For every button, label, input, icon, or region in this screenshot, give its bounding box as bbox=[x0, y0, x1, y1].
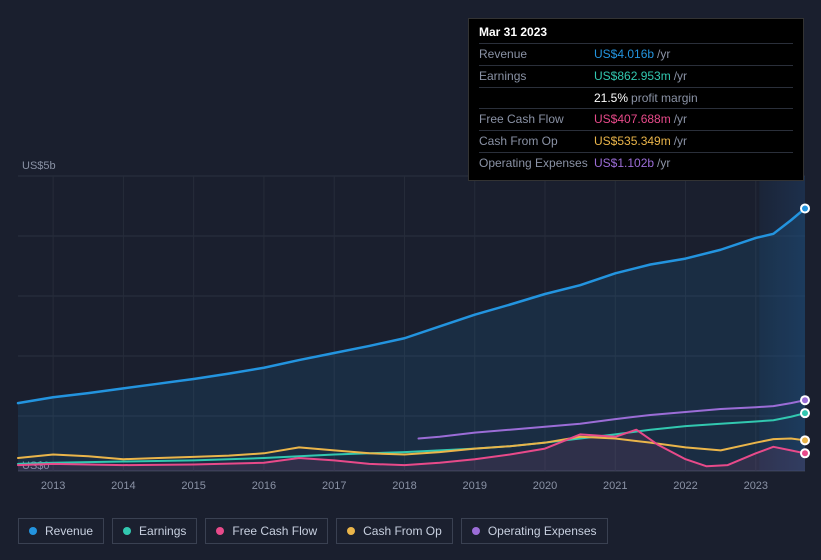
x-axis-tick: 2022 bbox=[673, 480, 697, 492]
x-axis-tick: 2020 bbox=[533, 480, 557, 492]
legend-swatch bbox=[472, 527, 480, 535]
tooltip-metric-suffix: profit margin bbox=[631, 91, 698, 105]
legend-label: Revenue bbox=[45, 524, 93, 538]
legend-item-operating-expenses[interactable]: Operating Expenses bbox=[461, 518, 608, 544]
legend-label: Cash From Op bbox=[363, 524, 442, 538]
x-axis: 2013 2014 2015 2016 2017 2018 2019 2020 2021 2022… bbox=[18, 480, 805, 500]
legend-swatch bbox=[29, 527, 37, 535]
legend-label: Operating Expenses bbox=[488, 524, 597, 538]
x-axis-tick: 2021 bbox=[603, 480, 627, 492]
tooltip-metric-suffix: /yr bbox=[657, 47, 670, 61]
tooltip-metric-label: Cash From Op bbox=[479, 133, 594, 150]
legend-swatch bbox=[123, 527, 131, 535]
tooltip-row: Cash From OpUS$535.349m/yr bbox=[479, 130, 793, 152]
tooltip-metric-value: US$407.688m bbox=[594, 112, 671, 126]
legend-item-cash-from-op[interactable]: Cash From Op bbox=[336, 518, 453, 544]
chart-legend: Revenue Earnings Free Cash Flow Cash From O… bbox=[18, 518, 608, 544]
tooltip-row: Free Cash FlowUS$407.688m/yr bbox=[479, 108, 793, 130]
x-axis-tick: 2016 bbox=[252, 480, 276, 492]
legend-item-earnings[interactable]: Earnings bbox=[112, 518, 197, 544]
tooltip-metric-suffix: /yr bbox=[674, 112, 687, 126]
tooltip-metric-value: US$4.016b bbox=[594, 47, 654, 61]
tooltip-row: EarningsUS$862.953m/yr bbox=[479, 65, 793, 87]
tooltip-metric-suffix: /yr bbox=[674, 69, 687, 83]
x-axis-tick: 2013 bbox=[41, 480, 65, 492]
legend-swatch bbox=[347, 527, 355, 535]
tooltip-metric-label: Free Cash Flow bbox=[479, 111, 594, 128]
tooltip-row: 21.5%profit margin bbox=[479, 87, 793, 109]
tooltip-row: Operating ExpensesUS$1.102b/yr bbox=[479, 152, 793, 174]
legend-item-revenue[interactable]: Revenue bbox=[18, 518, 104, 544]
x-axis-tick: 2023 bbox=[744, 480, 768, 492]
tooltip-metric-label: Revenue bbox=[479, 46, 594, 63]
tooltip-metric-label: Operating Expenses bbox=[479, 155, 594, 172]
tooltip-metric-label: Earnings bbox=[479, 68, 594, 85]
x-axis-tick: 2019 bbox=[462, 480, 486, 492]
tooltip-metric-value: US$862.953m bbox=[594, 69, 671, 83]
tooltip-metric-value: 21.5% bbox=[594, 91, 628, 105]
y-axis-label: US$5b bbox=[22, 160, 56, 172]
legend-swatch bbox=[216, 527, 224, 535]
tooltip-metric-label bbox=[479, 90, 594, 107]
x-axis-tick: 2018 bbox=[392, 480, 416, 492]
chart-tooltip: Mar 31 2023 RevenueUS$4.016b/yrEarningsU… bbox=[468, 18, 804, 181]
x-axis-tick: 2015 bbox=[181, 480, 205, 492]
tooltip-metric-suffix: /yr bbox=[657, 156, 670, 170]
chart-plot-area bbox=[18, 176, 805, 471]
legend-label: Earnings bbox=[139, 524, 186, 538]
legend-item-free-cash-flow[interactable]: Free Cash Flow bbox=[205, 518, 328, 544]
x-axis-tick: 2014 bbox=[111, 480, 135, 492]
tooltip-date: Mar 31 2023 bbox=[479, 25, 793, 43]
legend-label: Free Cash Flow bbox=[232, 524, 317, 538]
tooltip-row: RevenueUS$4.016b/yr bbox=[479, 43, 793, 65]
tooltip-metric-value: US$1.102b bbox=[594, 156, 654, 170]
x-axis-tick: 2017 bbox=[322, 480, 346, 492]
tooltip-metric-value: US$535.349m bbox=[594, 134, 671, 148]
tooltip-metric-suffix: /yr bbox=[674, 134, 687, 148]
